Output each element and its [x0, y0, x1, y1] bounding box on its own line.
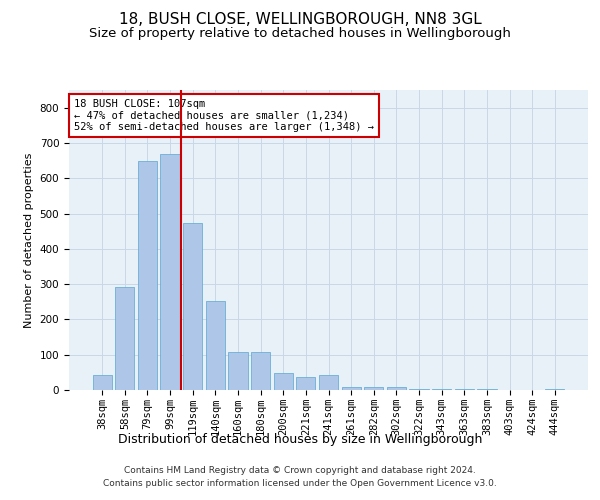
Bar — [387, 387, 406, 390]
Bar — [92, 375, 112, 390]
Bar — [138, 162, 157, 390]
Bar — [183, 224, 202, 390]
Bar — [409, 388, 428, 390]
Text: Distribution of detached houses by size in Wellingborough: Distribution of detached houses by size … — [118, 432, 482, 446]
Bar — [364, 387, 383, 390]
Bar — [341, 387, 361, 390]
Bar — [274, 373, 293, 390]
Bar — [115, 286, 134, 390]
Bar — [545, 388, 565, 390]
Text: Contains HM Land Registry data © Crown copyright and database right 2024.
Contai: Contains HM Land Registry data © Crown c… — [103, 466, 497, 487]
Text: Size of property relative to detached houses in Wellingborough: Size of property relative to detached ho… — [89, 28, 511, 40]
Bar — [229, 352, 248, 390]
Bar — [296, 376, 316, 390]
Bar — [206, 300, 225, 390]
Bar — [160, 154, 180, 390]
Text: 18 BUSH CLOSE: 107sqm
← 47% of detached houses are smaller (1,234)
52% of semi-d: 18 BUSH CLOSE: 107sqm ← 47% of detached … — [74, 99, 374, 132]
Bar — [251, 352, 270, 390]
Bar — [319, 375, 338, 390]
Bar — [455, 388, 474, 390]
Bar — [432, 388, 451, 390]
Text: 18, BUSH CLOSE, WELLINGBOROUGH, NN8 3GL: 18, BUSH CLOSE, WELLINGBOROUGH, NN8 3GL — [119, 12, 481, 28]
Bar — [477, 388, 497, 390]
Y-axis label: Number of detached properties: Number of detached properties — [24, 152, 34, 328]
